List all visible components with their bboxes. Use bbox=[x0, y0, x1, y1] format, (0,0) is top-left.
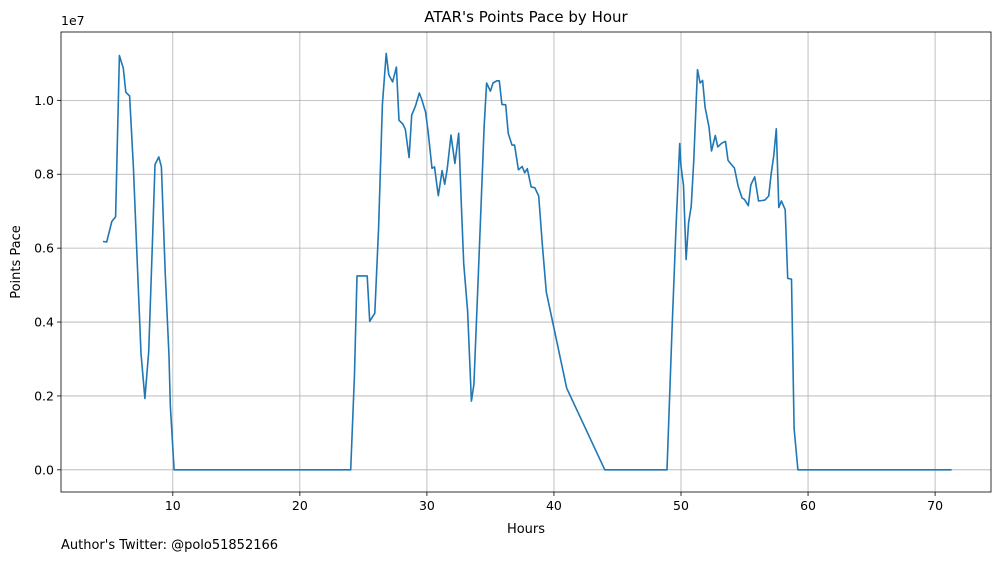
x-tick-label: 20 bbox=[292, 498, 308, 513]
y-offset-label: 1e7 bbox=[61, 13, 85, 28]
y-tick-label: 0.8 bbox=[34, 167, 54, 182]
x-ticks: 10 20 30 40 50 60 70 bbox=[165, 492, 943, 513]
plot-area bbox=[61, 32, 991, 492]
y-tick-label: 0.4 bbox=[34, 315, 54, 330]
chart-title: ATAR's Points Pace by Hour bbox=[424, 8, 628, 26]
grid bbox=[61, 32, 991, 492]
y-ticks: 0.0 0.2 0.4 0.6 0.8 1.0 bbox=[34, 93, 61, 477]
y-tick-label: 1.0 bbox=[34, 93, 54, 108]
x-tick-label: 60 bbox=[800, 498, 816, 513]
y-tick-label: 0.2 bbox=[34, 388, 54, 403]
plot-frame bbox=[60, 31, 992, 493]
y-axis-label: Points Pace bbox=[9, 225, 24, 299]
x-axis-label: Hours bbox=[507, 522, 545, 537]
author-credit: Author's Twitter: @polo51852166 bbox=[61, 538, 279, 553]
series-line bbox=[102, 52, 952, 471]
x-tick-label: 10 bbox=[165, 498, 181, 513]
x-tick-label: 50 bbox=[673, 498, 689, 513]
y-tick-label: 0.6 bbox=[34, 241, 54, 256]
x-tick-label: 70 bbox=[927, 498, 943, 513]
x-tick-label: 40 bbox=[546, 498, 562, 513]
x-tick-label: 30 bbox=[419, 498, 435, 513]
y-tick-label: 0.0 bbox=[34, 462, 54, 477]
